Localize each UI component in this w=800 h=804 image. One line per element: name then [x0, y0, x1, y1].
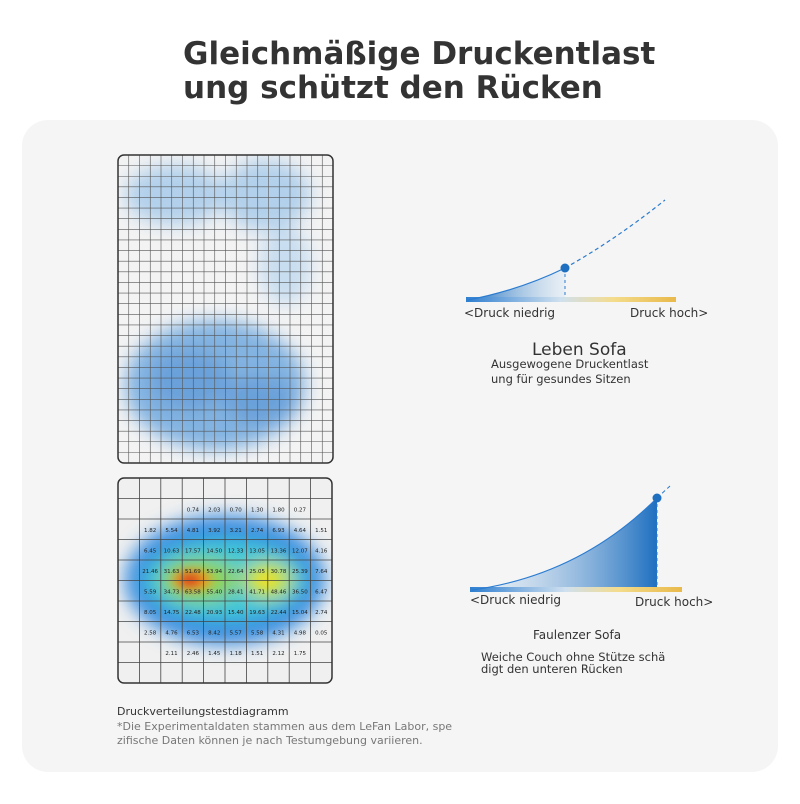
cell-value: 51.69 [185, 569, 201, 575]
bottom-heatmap: 0.74 2.03 0.70 1.30 1.80 0.27 1.82 5.54 4.81 3.92… [118, 478, 332, 683]
cell-value: 8.42 [208, 630, 220, 636]
cell-value: 12.07 [292, 548, 308, 554]
cell-value: 6.45 [144, 548, 157, 554]
cell-value: 1.75 [294, 651, 307, 657]
sofa-desc: Ausgewogene Druckentlast [491, 357, 649, 371]
cell-value: 25.39 [292, 569, 308, 575]
cell-value: 10.63 [164, 548, 180, 554]
cell-value: 12.33 [228, 548, 244, 554]
cell-value: 4.16 [315, 548, 328, 554]
curve [471, 497, 658, 591]
cell-value: 3.92 [208, 528, 220, 534]
cell-value: 20.93 [206, 610, 222, 616]
caption: Druckverteilungstestdiagramm [117, 705, 289, 718]
cell-value: 2.74 [315, 610, 328, 616]
cell-value: 2.12 [272, 651, 284, 657]
cell-value: 6.93 [272, 528, 285, 534]
cell-value: 4.76 [165, 630, 178, 636]
cell-value: 2.58 [144, 630, 157, 636]
cell-value: 5.59 [144, 589, 157, 595]
cell-value: 22.44 [271, 610, 287, 616]
cell-value: 1.18 [230, 651, 243, 657]
cell-value: 13.36 [271, 548, 287, 554]
cell-value: 6.53 [187, 630, 200, 636]
note: *Die Experimentaldaten stammen aus dem L… [117, 720, 452, 733]
point [560, 263, 570, 273]
cell-value: 48.46 [271, 589, 287, 595]
sofa-desc: digt den unteren Rücken [481, 662, 623, 676]
cell-value: 5.54 [165, 528, 178, 534]
cell-value: 4.98 [294, 630, 307, 636]
cell-value: 2.03 [208, 507, 221, 513]
title: ung schützt den Rücken [183, 70, 603, 106]
cell-value: 41.71 [249, 589, 265, 595]
cell-value: 1.45 [208, 651, 221, 657]
sofa-desc: Weiche Couch ohne Stütze schä [481, 650, 665, 664]
cell-value: 4.64 [294, 528, 307, 534]
cell-value: 17.57 [185, 548, 201, 554]
cell-value: 14.75 [164, 610, 180, 616]
cell-value: 0.70 [230, 507, 243, 513]
cell-value: 55.40 [206, 589, 222, 595]
cell-value: 8.05 [144, 610, 157, 616]
sofa-desc: ung für gesundes Sitzen [491, 372, 631, 386]
cell-value: 1.30 [251, 507, 264, 513]
cell-value: 1.80 [272, 507, 285, 513]
cell-value: 19.63 [249, 610, 265, 616]
sofa-name: Faulenzer Sofa [533, 628, 621, 642]
point [652, 493, 662, 503]
cell-value: 34.73 [164, 589, 180, 595]
top-heatmap [118, 155, 333, 463]
cell-value: 4.31 [272, 630, 284, 636]
cell-value: 2.46 [187, 651, 200, 657]
cell-value: 14.50 [206, 548, 222, 554]
cell-value: 25.05 [249, 569, 265, 575]
curve-area [472, 498, 657, 590]
cell-value: 31.63 [164, 569, 180, 575]
cell-value: 0.74 [187, 507, 200, 513]
cell-value: 15.04 [292, 610, 308, 616]
cell-value: 53.94 [206, 569, 222, 575]
sofa-name: Leben Sofa [532, 340, 627, 360]
cell-value: 4.81 [187, 528, 199, 534]
cell-value: 5.57 [230, 630, 243, 636]
cell-value: 63.58 [185, 589, 201, 595]
cell-value: 3.21 [230, 528, 242, 534]
cell-value: 15.40 [228, 610, 244, 616]
curve [564, 199, 666, 269]
cell-value: 13.05 [249, 548, 265, 554]
cell-value: 21.46 [142, 569, 158, 575]
curve [467, 267, 566, 301]
label-high: Druck hoch> [630, 306, 708, 320]
cell-value: 1.82 [144, 528, 156, 534]
pressure-bar [466, 297, 676, 302]
label-high: Druck hoch> [635, 595, 713, 609]
title: Gleichmäßige Druckentlast [183, 36, 655, 72]
curve-area [468, 268, 565, 300]
cell-value: 1.51 [315, 528, 327, 534]
cell-value: 2.11 [165, 651, 177, 657]
cell-value: 22.64 [228, 569, 244, 575]
cell-value: 36.50 [292, 589, 308, 595]
cell-value: 30.78 [271, 569, 287, 575]
pressure-bar [470, 587, 682, 592]
label-low: <Druck niedrig [464, 306, 555, 320]
cell-value: 7.64 [315, 569, 328, 575]
cell-value: 0.05 [315, 630, 328, 636]
cell-value: 0.27 [294, 507, 307, 513]
cell-value: 1.51 [251, 651, 263, 657]
cell-value: 28.41 [228, 589, 244, 595]
cell-value: 6.47 [315, 589, 328, 595]
note: zifische Daten können je nach Testumgebu… [117, 734, 423, 747]
cell-value: 2.74 [251, 528, 264, 534]
cell-value: 22.48 [185, 610, 201, 616]
cell-value: 5.58 [251, 630, 264, 636]
label-low: <Druck niedrig [470, 593, 561, 607]
